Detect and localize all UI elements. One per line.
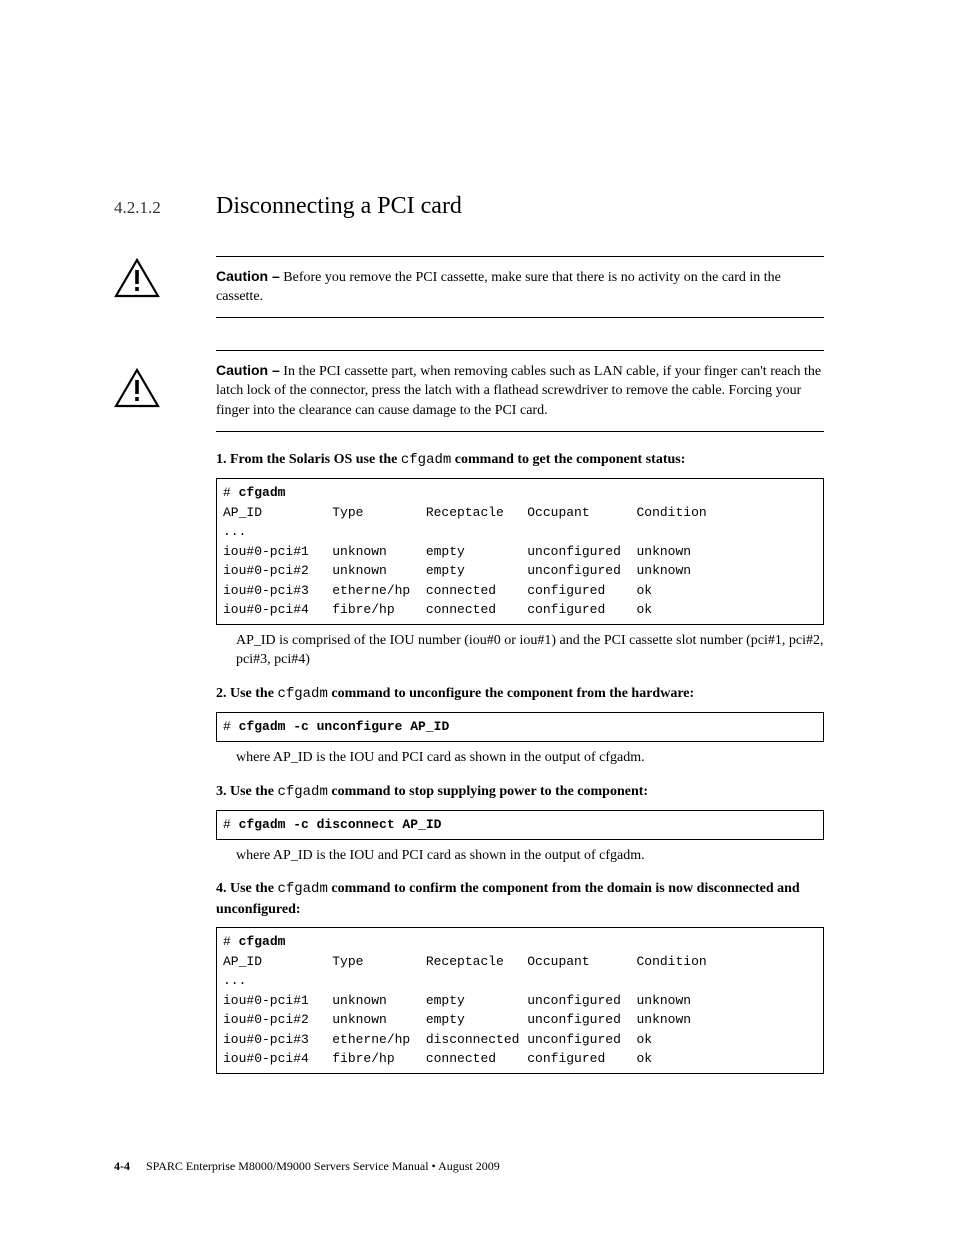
code-row: iou#0-pci#1 unknown empty unconfigured u… bbox=[223, 544, 691, 559]
page: 4.2.1.2 Disconnecting a PCI card Caution… bbox=[0, 0, 954, 1235]
step-prefix: 1. From the Solaris OS use the bbox=[216, 452, 401, 467]
section-heading: 4.2.1.2 Disconnecting a PCI card bbox=[114, 190, 824, 224]
code-headers: AP_ID Type Receptacle Occupant Condition bbox=[223, 954, 707, 969]
footer-text: SPARC Enterprise M8000/M9000 Servers Ser… bbox=[146, 1159, 500, 1173]
body-content: 1. From the Solaris OS use the cfgadm co… bbox=[216, 450, 824, 1074]
code-row: iou#0-pci#4 fibre/hp connected configure… bbox=[223, 1051, 652, 1066]
code-cmd: cfgadm bbox=[239, 485, 286, 500]
step-cmd: cfgadm bbox=[277, 686, 327, 702]
section-title: Disconnecting a PCI card bbox=[216, 190, 462, 224]
code-row: iou#0-pci#1 unknown empty unconfigured u… bbox=[223, 993, 691, 1008]
caution-block-1: Caution – Before you remove the PCI cass… bbox=[114, 252, 824, 322]
note-1: AP_ID is comprised of the IOU number (io… bbox=[236, 631, 824, 670]
code-block-1: # cfgadm AP_ID Type Receptacle Occupant … bbox=[216, 478, 824, 625]
section-number: 4.2.1.2 bbox=[114, 196, 216, 220]
code-cmd: cfgadm -c disconnect AP_ID bbox=[239, 817, 442, 832]
step-suffix: command to unconfigure the component fro… bbox=[328, 686, 694, 701]
code-row: iou#0-pci#2 unknown empty unconfigured u… bbox=[223, 1012, 691, 1027]
caution-rule-top bbox=[216, 256, 824, 257]
caution-icon-col bbox=[114, 346, 216, 415]
step-cmd: cfgadm bbox=[401, 452, 451, 468]
step-prefix: 3. Use the bbox=[216, 784, 277, 799]
step-prefix: 4. Use the bbox=[216, 881, 277, 896]
code-row: iou#0-pci#2 unknown empty unconfigured u… bbox=[223, 563, 691, 578]
code-prompt: # bbox=[223, 817, 239, 832]
step-cmd: cfgadm bbox=[277, 881, 327, 897]
caution-icon-col bbox=[114, 252, 216, 305]
caution-text: Caution – Before you remove the PCI cass… bbox=[216, 261, 824, 313]
code-prompt: # bbox=[223, 934, 239, 949]
code-block-2: # cfgadm -c unconfigure AP_ID bbox=[216, 712, 824, 742]
code-block-4: # cfgadm AP_ID Type Receptacle Occupant … bbox=[216, 927, 824, 1074]
caution-rule-bottom bbox=[216, 317, 824, 318]
step-suffix: command to stop supplying power to the c… bbox=[328, 784, 648, 799]
caution-label: Caution – bbox=[216, 268, 280, 284]
code-cmd: cfgadm bbox=[239, 934, 286, 949]
note-3: where AP_ID is the IOU and PCI card as s… bbox=[236, 846, 824, 866]
caution-body: Caution – In the PCI cassette part, when… bbox=[216, 346, 824, 436]
code-ellipsis: ... bbox=[223, 524, 246, 539]
step-suffix: command to get the component status: bbox=[451, 452, 685, 467]
step-2: 2. Use the cfgadm command to unconfigure… bbox=[216, 684, 824, 705]
step-prefix: 2. Use the bbox=[216, 686, 277, 701]
step-cmd: cfgadm bbox=[277, 784, 327, 800]
code-prompt: # bbox=[223, 485, 239, 500]
page-footer: 4-4 SPARC Enterprise M8000/M9000 Servers … bbox=[114, 1158, 500, 1175]
note-2: where AP_ID is the IOU and PCI card as s… bbox=[236, 748, 824, 768]
code-headers: AP_ID Type Receptacle Occupant Condition bbox=[223, 505, 707, 520]
code-prompt: # bbox=[223, 719, 239, 734]
caution-block-2: Caution – In the PCI cassette part, when… bbox=[114, 346, 824, 436]
caution-icon bbox=[114, 258, 160, 298]
code-row: iou#0-pci#4 fibre/hp connected configure… bbox=[223, 602, 652, 617]
caution-icon bbox=[114, 368, 160, 408]
code-row: iou#0-pci#3 etherne/hp connected configu… bbox=[223, 583, 652, 598]
code-block-3: # cfgadm -c disconnect AP_ID bbox=[216, 810, 824, 840]
code-cmd: cfgadm -c unconfigure AP_ID bbox=[239, 719, 450, 734]
caution-rule-bottom bbox=[216, 431, 824, 432]
caution-label: Caution – bbox=[216, 362, 280, 378]
code-row: iou#0-pci#3 etherne/hp disconnected unco… bbox=[223, 1032, 652, 1047]
caution-text-content: Before you remove the PCI cassette, make… bbox=[216, 270, 781, 305]
caution-text: Caution – In the PCI cassette part, when… bbox=[216, 355, 824, 427]
step-4: 4. Use the cfgadm command to confirm the… bbox=[216, 879, 824, 919]
caution-rule-top bbox=[216, 350, 824, 351]
step-1: 1. From the Solaris OS use the cfgadm co… bbox=[216, 450, 824, 471]
caution-text-content: In the PCI cassette part, when removing … bbox=[216, 364, 821, 418]
caution-body: Caution – Before you remove the PCI cass… bbox=[216, 252, 824, 322]
footer-page-number: 4-4 bbox=[114, 1159, 130, 1173]
code-ellipsis: ... bbox=[223, 973, 246, 988]
step-3: 3. Use the cfgadm command to stop supply… bbox=[216, 782, 824, 803]
